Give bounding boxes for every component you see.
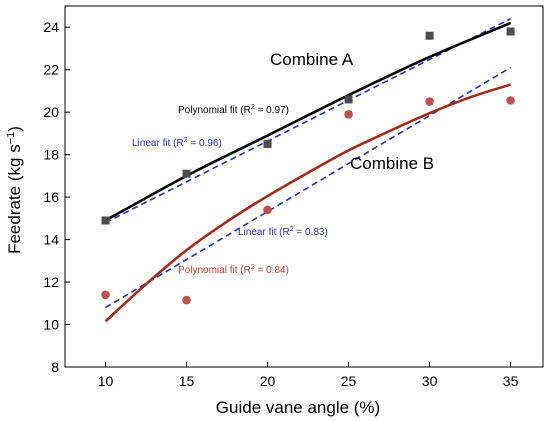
fit-label-b-poly-sup: 2 [251,264,255,271]
data-point-combine-a-1 [182,169,191,178]
series-label-combine-b: Combine B [350,154,434,173]
linear-fit-combine-a [105,18,511,224]
y-tick-label-22: 22 [43,62,59,78]
y-tick-label-20: 20 [43,104,59,120]
fit-label-a-poly: Polynomial fit (R2 = 0.97) [178,104,289,116]
data-point-combine-b-3 [344,110,353,119]
fit-label-a-linear-main: Linear fit (R [132,138,184,149]
data-point-combine-a-2 [263,140,272,149]
fit-label-a-linear-sup: 2 [184,137,188,144]
y-axis-title-main: Feedrate (kg s [5,144,24,254]
fit-label-a-linear: Linear fit (R2 = 0.96) [132,137,222,149]
fit-label-b-linear: Linear fit (R2 = 0.83) [238,226,328,238]
y-axis-title: Feedrate (kg s−1) [5,126,24,254]
y-tick-label-18: 18 [43,147,59,163]
y-tick-label-16: 16 [43,189,59,205]
y-tick-label-14: 14 [43,232,59,248]
y-tick-label-12: 12 [43,274,59,290]
data-point-combine-a-4 [425,31,434,40]
y-tick-label-8: 8 [51,359,59,375]
x-tick-label-10: 10 [98,373,114,389]
x-tick-label-20: 20 [260,373,276,389]
x-tick-label-15: 15 [179,373,195,389]
data-point-combine-a-5 [506,27,515,36]
data-point-combine-b-4 [425,97,434,106]
data-point-combine-a-3 [344,95,353,104]
fit-label-a-poly-end: = 0.97) [255,105,289,116]
series-label-combine-a: Combine A [270,50,354,69]
y-axis-title-sup: −1 [5,132,17,145]
x-axis-title: Guide vane angle (%) [216,398,380,417]
plot-area [64,5,544,368]
x-axis-ticks: 10 15 20 25 30 35 [98,362,519,389]
y-axis-title-end: ) [5,126,24,132]
data-points [101,27,515,305]
fit-label-a-linear-end: = 0.96) [188,138,222,149]
fit-lines [104,18,512,323]
x-tick-label-25: 25 [341,373,357,389]
fit-label-b-poly-main: Polynomial fit (R [178,265,251,276]
poly-fit-combine-b [104,83,511,323]
fit-label-a-poly-sup: 2 [251,104,255,111]
data-point-combine-b-2 [263,205,272,215]
fit-label-b-linear-main: Linear fit (R [238,227,290,238]
data-point-combine-b-1 [182,295,191,305]
x-tick-label-30: 30 [422,373,438,389]
data-point-combine-b-5 [506,96,515,105]
plot-frame [64,5,544,368]
fit-label-a-poly-main: Polynomial fit (R [178,105,251,116]
series-labels: Combine A Combine B Polynomial fit (R2 =… [132,50,434,276]
y-tick-label-24: 24 [43,19,59,35]
fit-label-b-linear-end: = 0.83) [294,227,328,238]
poly-fit-combine-a [104,21,512,222]
data-point-combine-b-0 [101,290,110,300]
fit-label-b-poly: Polynomial fit (R2 = 0.84) [178,264,289,276]
y-axis-ticks: 8 10 12 14 16 18 20 22 24 [43,19,70,375]
x-tick-label-35: 35 [503,373,519,389]
fit-label-b-linear-sup: 2 [290,226,294,233]
fit-label-b-poly-end: = 0.84) [255,265,289,276]
data-point-combine-a-0 [101,216,110,225]
y-tick-label-10: 10 [43,317,59,333]
